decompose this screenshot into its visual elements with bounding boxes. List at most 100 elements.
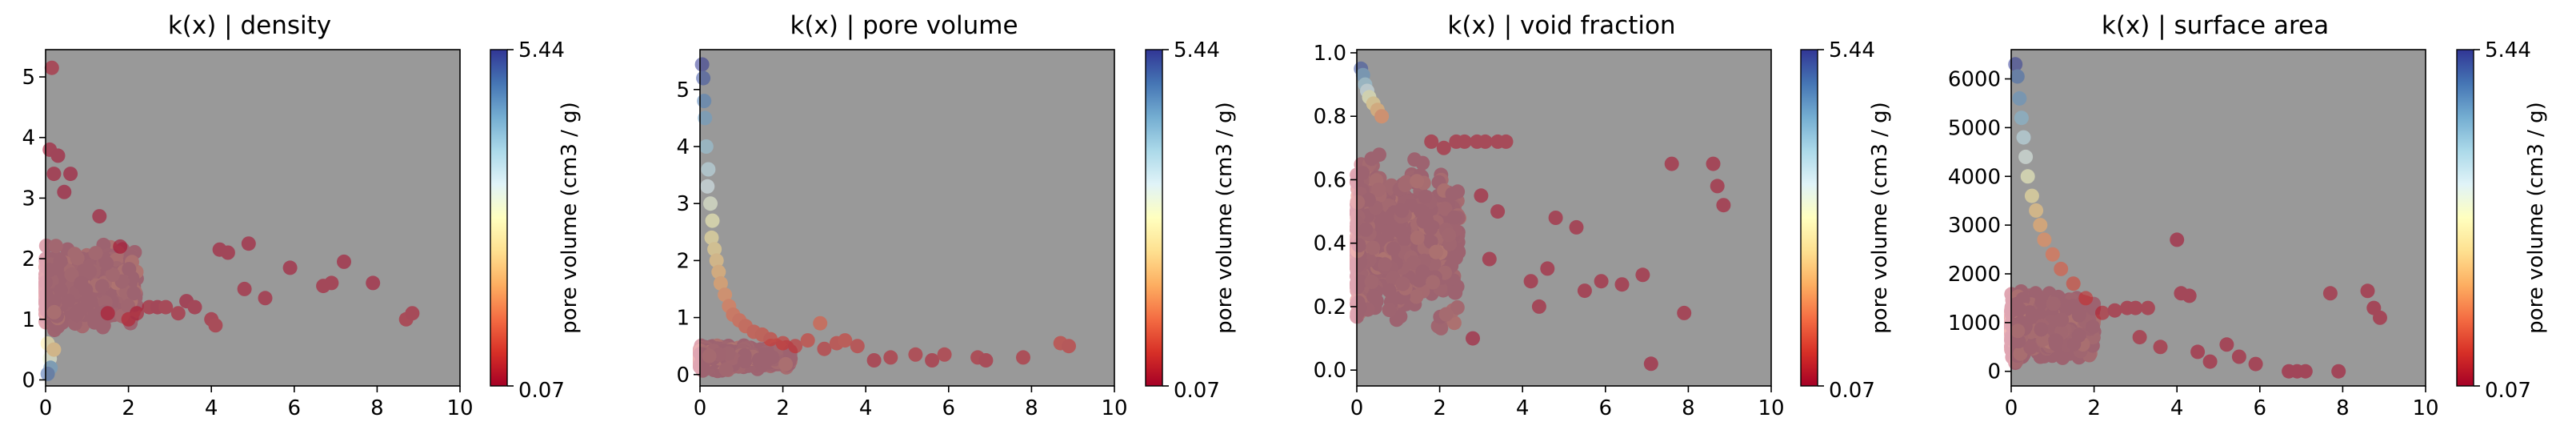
point: [86, 255, 102, 270]
point: [50, 272, 65, 287]
point: [63, 287, 78, 302]
point: [55, 273, 70, 288]
point: [72, 299, 87, 314]
point: [74, 279, 88, 294]
point: [108, 279, 122, 294]
point: [2049, 333, 2064, 348]
data-point: [241, 236, 256, 251]
point: [70, 269, 85, 284]
y-tick-label: 0.0: [1314, 359, 1346, 383]
point: [39, 272, 54, 287]
point: [42, 282, 58, 296]
point: [56, 292, 71, 307]
point: [88, 270, 103, 285]
point: [118, 268, 133, 283]
point: [122, 259, 137, 274]
point: [46, 295, 61, 310]
point: [41, 278, 56, 293]
point: [45, 251, 60, 267]
point: [1410, 174, 1425, 189]
point: [55, 297, 70, 312]
point: [114, 279, 130, 294]
point: [694, 355, 709, 370]
point: [118, 280, 133, 295]
point: [74, 275, 89, 291]
x-tick-label: 0: [2005, 396, 2018, 420]
point: [64, 267, 79, 282]
point: [39, 279, 54, 293]
data-point: [2016, 130, 2031, 145]
point: [83, 283, 98, 299]
data-point: [697, 94, 712, 109]
point: [86, 283, 102, 299]
point: [120, 297, 135, 312]
point: [114, 274, 130, 289]
point: [42, 267, 58, 282]
point: [47, 277, 62, 292]
panel-4-title: k(x) | surface area: [2102, 11, 2329, 40]
point: [42, 282, 58, 297]
point: [87, 287, 102, 303]
x-tick-label: 2: [776, 396, 790, 420]
point: [98, 275, 112, 291]
point: [126, 279, 142, 294]
point: [98, 289, 114, 304]
point: [718, 354, 734, 369]
point: [754, 345, 770, 360]
point: [124, 291, 139, 306]
point: [119, 284, 134, 299]
point: [1418, 189, 1433, 204]
point: [97, 285, 112, 300]
point: [62, 272, 78, 287]
point: [66, 257, 81, 271]
point: [76, 269, 91, 284]
point: [51, 297, 66, 312]
point: [44, 273, 59, 288]
point: [70, 287, 85, 303]
data-point: [1374, 109, 1390, 124]
y-tick-label: 3: [22, 187, 35, 211]
point: [39, 283, 54, 299]
point: [60, 300, 75, 315]
point: [86, 248, 101, 263]
point: [78, 253, 92, 268]
point: [72, 291, 87, 307]
point: [56, 291, 71, 306]
point: [64, 293, 79, 308]
point: [78, 268, 93, 283]
data-point: [696, 70, 711, 86]
data-point: [2231, 349, 2246, 364]
x-tick-label: 0: [39, 396, 53, 420]
point: [68, 294, 83, 309]
data-point: [1716, 198, 1731, 213]
point: [45, 267, 60, 283]
point: [40, 259, 55, 274]
point: [106, 286, 122, 301]
point: [38, 307, 54, 322]
point: [118, 292, 134, 307]
point: [69, 284, 84, 299]
point: [93, 269, 108, 284]
colorbar-max-label: 5.44: [2485, 38, 2531, 62]
point: [40, 289, 55, 304]
point: [45, 299, 60, 315]
data-point: [2128, 300, 2143, 315]
point: [39, 294, 54, 309]
point: [97, 283, 112, 298]
data-point: [158, 299, 174, 315]
point: [118, 275, 132, 290]
point: [53, 254, 68, 269]
colorbar: 5.44 0.07 pore volume (cm3 / g): [1145, 38, 1237, 403]
point: [103, 265, 118, 280]
point: [94, 287, 110, 302]
point: [45, 279, 60, 295]
point: [82, 255, 98, 270]
point: [45, 276, 60, 291]
point: [49, 316, 63, 332]
panel-3: k(x) | void fraction 0 2 4 6 8 10 0.0 0.2 0.4 0.6…: [1314, 11, 1892, 420]
point: [70, 266, 85, 281]
point: [77, 265, 92, 280]
data-point: [701, 162, 716, 177]
point: [2071, 307, 2086, 323]
colorbar-gradient: [1145, 49, 1163, 387]
